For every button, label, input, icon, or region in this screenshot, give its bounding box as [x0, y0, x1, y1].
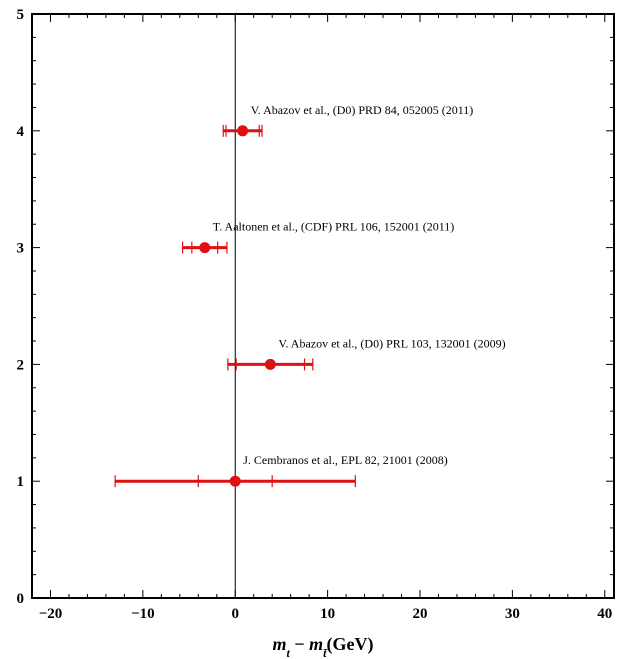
- data-point: [237, 125, 249, 137]
- data-point: [199, 242, 211, 254]
- point-annotation: J. Cembranos et al., EPL 82, 21001 (2008…: [243, 453, 448, 467]
- y-tick-label: 5: [17, 7, 25, 23]
- x-label-m1: m: [273, 634, 287, 654]
- points-layer: [114, 124, 356, 488]
- x-tick-label: −10: [131, 606, 155, 622]
- data-point-group: [227, 358, 314, 371]
- y-tick-label: 4: [17, 124, 25, 140]
- x-label-m2: m: [309, 634, 323, 654]
- x-tick-label: 10: [320, 606, 335, 622]
- data-point-group: [114, 475, 356, 488]
- point-annotation: T. Aaltonen et al., (CDF) PRL 106, 15200…: [213, 220, 455, 234]
- x-tick-label: 30: [505, 606, 520, 622]
- point-annotation: V. Abazov et al., (D0) PRD 84, 052005 (2…: [251, 103, 474, 117]
- ticks-layer: [31, 13, 614, 599]
- x-tick-label: 20: [413, 606, 428, 622]
- x-tick-label: −20: [39, 606, 63, 622]
- plot-frame: [31, 13, 615, 599]
- labels-layer: −20 −10 0 10 20 30 40 0 1 2 3 4 5 J. Cembranos et al.…: [17, 7, 613, 622]
- data-point: [264, 358, 276, 370]
- y-tick-label: 1: [17, 474, 25, 490]
- x-tick-label: 0: [231, 606, 239, 622]
- x-label-minus: −: [290, 634, 309, 654]
- x-label-unit: (GeV): [327, 634, 374, 655]
- data-point: [229, 475, 241, 487]
- x-label-sub1: t: [287, 646, 291, 659]
- y-tick-label: 2: [17, 357, 25, 373]
- data-point-group: [181, 241, 228, 254]
- x-tick-label: 40: [597, 606, 612, 622]
- y-tick-label: 0: [17, 591, 25, 607]
- data-point-group: [222, 124, 263, 137]
- y-tick-label: 3: [17, 241, 25, 257]
- point-annotation: V. Abazov et al., (D0) PRL 103, 132001 (…: [278, 336, 505, 350]
- x-axis-label: mt − mt̄(GeV): [273, 634, 374, 659]
- x-label-sub2: t̄: [323, 646, 327, 659]
